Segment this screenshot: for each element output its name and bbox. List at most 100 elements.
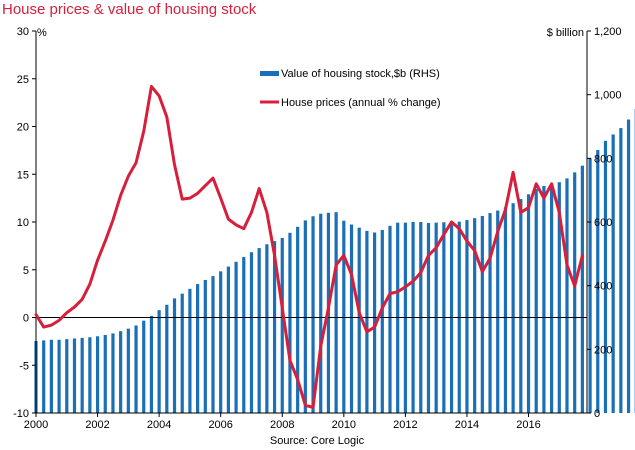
- bar: [542, 186, 546, 413]
- bar: [219, 271, 223, 413]
- bar: [311, 216, 315, 413]
- x-tick-label: 2002: [85, 419, 109, 431]
- bar: [342, 220, 346, 413]
- left-tick-label: 5: [23, 265, 29, 277]
- bar: [473, 218, 477, 413]
- x-tick-label: 2008: [270, 419, 294, 431]
- axes: [32, 30, 591, 417]
- bar: [365, 230, 369, 413]
- legend-line-label: House prices (annual % change): [281, 97, 441, 109]
- bar: [465, 220, 469, 413]
- bar: [203, 279, 207, 413]
- bar: [157, 310, 161, 413]
- bar: [357, 227, 361, 413]
- bar: [603, 140, 608, 413]
- bar: [226, 266, 230, 413]
- bar: [265, 244, 269, 413]
- bar: [242, 257, 246, 413]
- left-tick-label: 15: [17, 169, 29, 181]
- bar: [180, 293, 184, 414]
- bar: [488, 213, 492, 413]
- bar: [111, 333, 115, 413]
- x-tick-label: 2016: [516, 419, 540, 431]
- bar: [373, 232, 377, 413]
- bar: [511, 203, 515, 413]
- left-axis-unit: %: [37, 27, 47, 39]
- bar: [480, 215, 484, 413]
- bar: [196, 284, 200, 413]
- bar: [80, 337, 84, 413]
- left-tick-label: 0: [23, 313, 29, 325]
- bar: [303, 220, 307, 413]
- bar: [550, 184, 554, 413]
- bar: [142, 320, 146, 413]
- bar: [388, 225, 392, 413]
- x-tick-label: 2010: [332, 419, 356, 431]
- bar: [249, 252, 254, 413]
- bar: [565, 178, 569, 413]
- right-tick-label: 400: [594, 281, 612, 293]
- left-tick-label: 10: [17, 217, 29, 229]
- x-tick-label: 2014: [455, 419, 479, 431]
- bar: [126, 328, 130, 413]
- right-tick-label: 1,000: [594, 90, 622, 102]
- bar: [349, 224, 354, 413]
- legend: Value of housing stock,$b (RHS) House pr…: [260, 68, 441, 109]
- bar: [165, 304, 169, 413]
- bar: [580, 165, 584, 413]
- left-tick-label: -10: [13, 408, 29, 420]
- x-tick-label: 2006: [208, 419, 232, 431]
- bar: [619, 128, 623, 413]
- bar: [149, 315, 154, 413]
- bar: [211, 276, 215, 413]
- bar: [72, 338, 77, 413]
- bar: [103, 335, 107, 413]
- bar: [334, 212, 338, 413]
- bar: [596, 150, 600, 413]
- bar: [57, 339, 61, 413]
- bar: [496, 210, 500, 413]
- bar-series: [34, 108, 635, 414]
- right-tick-label: 1,200: [594, 26, 622, 38]
- bar: [288, 232, 292, 413]
- bar: [234, 261, 238, 413]
- bar: [65, 339, 69, 413]
- bar: [296, 226, 300, 413]
- chart-title: House prices & value of housing stock: [2, 1, 257, 18]
- bar: [272, 241, 277, 413]
- bar: [611, 134, 615, 413]
- x-tick-label: 2000: [24, 419, 48, 431]
- right-tick-label: 200: [594, 344, 612, 356]
- legend-bar-swatch: [260, 71, 279, 76]
- bar: [280, 237, 284, 413]
- bar: [134, 325, 138, 413]
- bar: [319, 213, 323, 413]
- bar: [119, 331, 123, 413]
- bar: [557, 182, 561, 413]
- bar: [95, 336, 100, 413]
- left-tick-label: 20: [17, 122, 29, 134]
- bar: [626, 119, 631, 413]
- right-tick-label: 800: [594, 153, 612, 165]
- right-axis-unit: $ billion: [547, 27, 584, 39]
- bar: [526, 194, 531, 413]
- left-tick-label: -5: [19, 360, 29, 372]
- bar: [573, 172, 577, 413]
- bar: [519, 199, 523, 413]
- tick-labels: 302520151050-5-101,2001,0008006004002000…: [13, 26, 621, 431]
- left-tick-label: 30: [17, 26, 29, 38]
- bar: [42, 340, 46, 413]
- bar: [257, 248, 261, 413]
- right-tick-label: 0: [594, 408, 600, 420]
- bar: [503, 207, 508, 413]
- bar: [534, 188, 538, 413]
- bar: [172, 298, 177, 413]
- legend-bar-label: Value of housing stock,$b (RHS): [281, 68, 440, 80]
- bar: [380, 229, 384, 413]
- bar: [49, 339, 53, 413]
- right-tick-label: 600: [594, 217, 612, 229]
- x-tick-label: 2012: [393, 419, 417, 431]
- house-price-line: [34, 84, 584, 409]
- bar: [188, 288, 192, 413]
